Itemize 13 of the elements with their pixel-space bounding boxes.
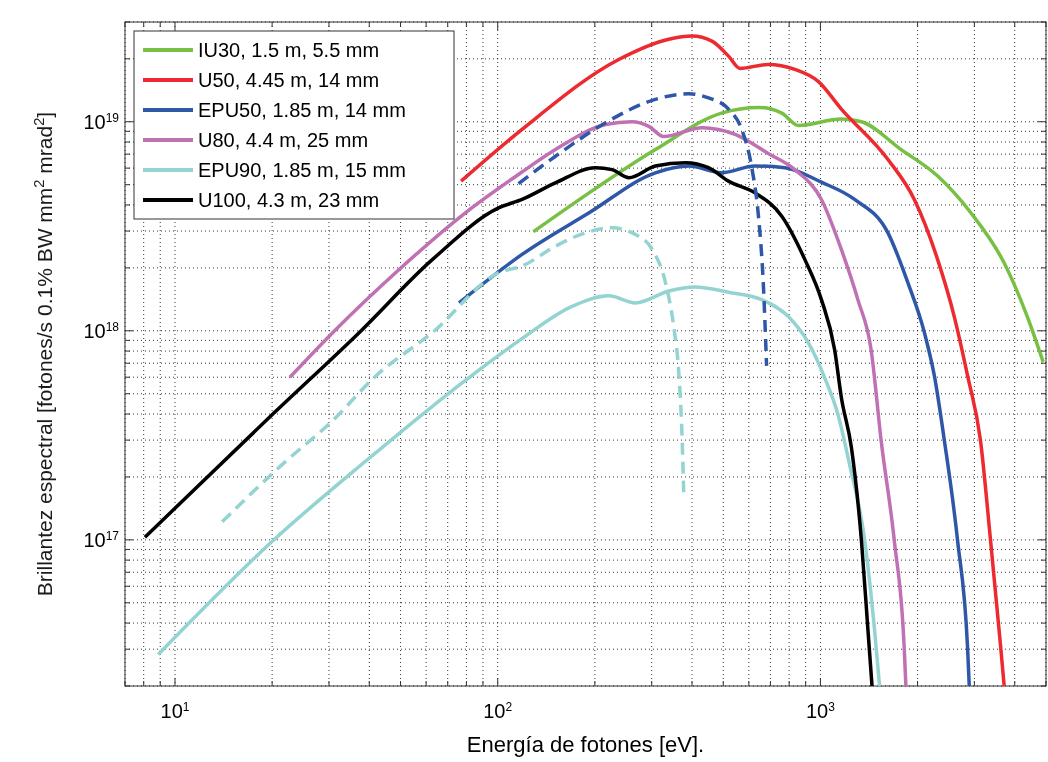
x-tick-label: 10$^{3}$ [805, 700, 836, 722]
legend-label: U80, 4.4 m, 25 mm [198, 129, 369, 151]
legend-label: EPU90, 1.85 m, 15 mm [198, 159, 406, 181]
y-tick-label: 10$^{19}$ [83, 110, 120, 133]
legend-label: U100, 4.3 m, 23 mm [198, 189, 380, 211]
x-tick-label: 10$^{1}$ [160, 700, 190, 722]
legend-label: IU30, 1.5 m, 5.5 mm [198, 39, 380, 61]
x-tick-label: 10$^{2}$ [483, 700, 513, 722]
y-tick-label: 10$^{17}$ [83, 528, 120, 551]
legend-label: U50, 4.45 m, 14 mm [198, 69, 380, 91]
legend-label: EPU50, 1.85 m, 14 mm [198, 99, 406, 121]
x-axis-title: Energía de fotones [eV]. [466, 732, 705, 757]
y-tick-label: 10$^{18}$ [83, 319, 120, 342]
